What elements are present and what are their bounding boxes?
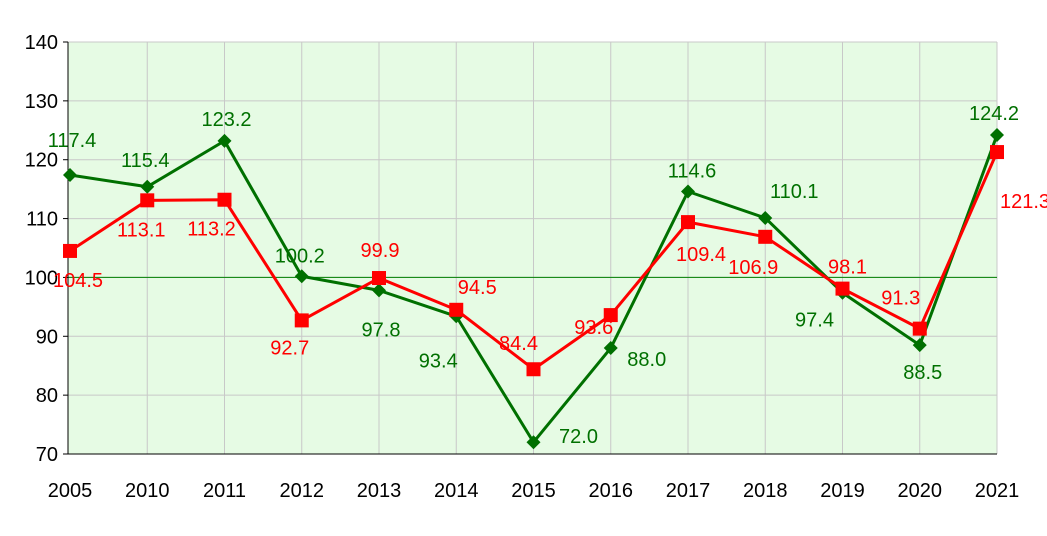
data-label-series-1-2010: 113.1 (117, 219, 166, 241)
data-label-series-0-2020: 88.5 (903, 362, 942, 384)
data-label-series-1-2015: 84.4 (499, 333, 538, 355)
x-tick-label-2016: 2016 (589, 480, 634, 502)
x-tick-label-2017: 2017 (666, 480, 711, 502)
data-label-series-0-2014: 93.4 (419, 350, 458, 372)
y-tick-label-110: 110 (26, 209, 58, 231)
y-tick-label-80: 80 (36, 385, 58, 407)
marker-series-1-2005 (63, 243, 77, 258)
data-label-series-0-2016: 88.0 (627, 349, 666, 371)
marker-series-0-2017 (681, 184, 695, 199)
y-tick-label-140: 140 (25, 32, 58, 54)
x-tick-label-2018: 2018 (743, 480, 788, 502)
marker-series-0-2010 (140, 179, 155, 194)
y-tick-label-90: 90 (36, 326, 58, 348)
marker-series-1-2019 (835, 281, 850, 296)
data-label-series-0-2012: 100.2 (275, 245, 325, 267)
marker-series-1-2018 (758, 229, 773, 244)
data-label-series-1-2019: 98.1 (828, 257, 867, 279)
plot-area (68, 42, 997, 454)
data-label-series-1-2018: 106.9 (728, 257, 778, 279)
marker-series-0-2015 (526, 435, 541, 450)
data-label-series-0-2021: 124.2 (969, 103, 1019, 125)
data-label-series-0-2015: 72.0 (559, 426, 598, 448)
x-tick-label-2019: 2019 (820, 480, 865, 502)
marker-series-1-2014 (449, 302, 464, 317)
marker-series-1-2013 (372, 271, 386, 286)
marker-series-1-2017 (681, 215, 695, 230)
data-label-series-0-2005: 117.4 (48, 130, 97, 152)
x-tick-label-2010: 2010 (125, 480, 170, 502)
series-markers (63, 127, 1004, 450)
y-tick-labels: 70 80 90 100 110 120 130 140 (25, 32, 58, 466)
x-tick-label-2015: 2015 (511, 480, 556, 502)
x-tick-label-2011: 2011 (203, 480, 246, 502)
marker-series-1-2015 (526, 362, 541, 377)
data-label-series-0-2011: 123.2 (201, 109, 251, 131)
x-tick-label-2012: 2012 (280, 480, 325, 502)
marker-series-1-2021 (990, 145, 1004, 160)
marker-series-0-2020 (912, 338, 927, 353)
data-label-series-1-2020: 91.3 (881, 288, 920, 310)
data-label-series-0-2017: 114.6 (668, 160, 717, 182)
marker-series-0-2012 (294, 269, 309, 284)
marker-series-0-2005 (63, 168, 77, 183)
data-label-series-1-2016: 93.6 (574, 317, 613, 339)
marker-series-1-2010 (140, 193, 155, 208)
marker-series-1-2012 (294, 313, 309, 328)
data-label-series-0-2018: 110.1 (770, 181, 819, 203)
data-label-series-1-2017: 109.4 (676, 244, 726, 266)
marker-series-0-2018 (758, 210, 773, 225)
marker-series-0-2016 (603, 341, 618, 356)
data-labels: 117.4 115.4 123.2 100.2 97.8 93.4 72.0 88.0 114.… (48, 103, 1047, 448)
y-tick-label-120: 120 (25, 150, 58, 172)
marker-series-0-2011 (217, 133, 232, 148)
data-label-series-0-2019: 97.4 (795, 310, 834, 332)
x-tick-labels: 2005 2010 2011 2012 2013 2014 2015 2016 2017 2018… (48, 480, 1020, 502)
data-label-series-1-2005: 104.5 (53, 270, 103, 292)
marker-series-0-2021 (990, 127, 1004, 142)
x-tick-label-2005: 2005 (48, 480, 93, 502)
y-tick-label-100: 100 (25, 267, 58, 289)
grid-lines (68, 41, 998, 455)
data-label-series-0-2010: 115.4 (121, 150, 170, 172)
marker-series-1-2011 (217, 192, 232, 207)
data-label-series-1-2012: 92.7 (270, 337, 309, 359)
x-tick-label-2020: 2020 (898, 480, 943, 502)
data-label-series-1-2021: 121.3 (1000, 191, 1047, 213)
x-tick-label-2014: 2014 (434, 480, 479, 502)
data-label-series-1-2013: 99.9 (361, 240, 400, 262)
x-tick-label-2021: 2021 (975, 480, 1020, 502)
marker-series-0-2013 (372, 283, 386, 298)
marker-series-1-2020 (912, 321, 927, 336)
y-tick-label-70: 70 (36, 444, 58, 466)
data-label-series-1-2011: 113.2 (187, 219, 236, 241)
x-tick-label-2013: 2013 (357, 480, 402, 502)
y-tick-label-130: 130 (25, 91, 58, 113)
marker-series-1-2016 (603, 308, 618, 323)
data-label-series-0-2013: 97.8 (362, 319, 401, 341)
data-label-series-1-2014: 94.5 (458, 277, 497, 299)
